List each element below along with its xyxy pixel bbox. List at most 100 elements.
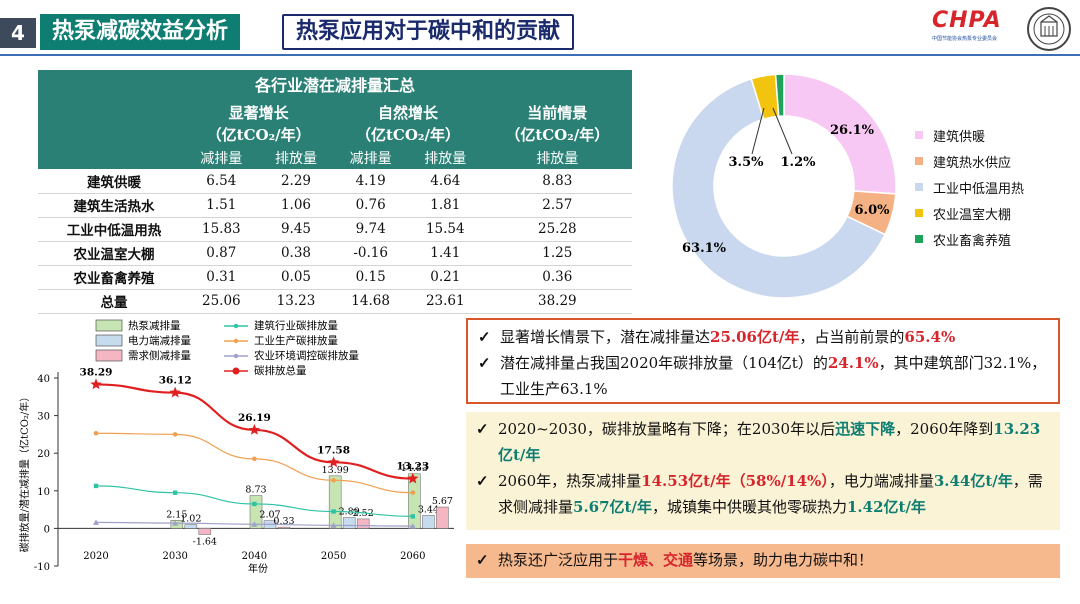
star-marker (327, 456, 340, 468)
legend-marker (232, 367, 240, 375)
bar-data-label: 5.67 (432, 496, 453, 507)
bar (436, 506, 449, 529)
star-marker (248, 423, 261, 435)
star-marker (90, 378, 102, 390)
square-marker (252, 501, 257, 507)
legend-swatch (95, 319, 123, 332)
bullet-share-2020: ✓ 潜在减排量占我国2020年碳排放量（104亿t）的24.1%，其中建筑部门32… (478, 350, 1048, 402)
y-tick-label: 0 (44, 524, 50, 535)
university-seal-icon (1027, 7, 1071, 51)
line-data-label: 13.23 (396, 461, 429, 473)
check-icon: ✓ (478, 354, 491, 372)
legend-marker (233, 353, 239, 359)
legend-label: 电力端减排量 (128, 334, 191, 347)
table-cell: 4.64 (407, 169, 483, 194)
donut-label: 26.1% (830, 123, 875, 138)
donut-label: 6.0% (855, 203, 891, 218)
line-data-label: 36.12 (159, 375, 192, 387)
legend-label: 建筑供暖 (933, 129, 986, 145)
legend-swatch (915, 209, 923, 217)
table-row: 建筑供暖 6.54 2.29 4.19 4.64 8.83 (38, 169, 632, 194)
table-cell: 0.38 (258, 241, 334, 266)
check-icon: ✓ (476, 551, 489, 569)
bar (342, 517, 356, 529)
circle-marker (252, 456, 257, 462)
table-cell: 1.51 (184, 193, 259, 218)
sub-header: 减排量 (333, 146, 408, 169)
table-row: 工业中低温用热 15.83 9.45 9.74 15.54 25.28 (38, 217, 632, 242)
table-cell: 6.54 (184, 169, 259, 194)
triangle-marker (409, 523, 416, 529)
donut-label: 63.1% (682, 241, 727, 256)
triangle-marker (251, 521, 258, 527)
bullet-applications: ✓ 热泵还广泛应用于干燥、交通等场景，助力电力碳中和！ (476, 547, 1050, 573)
circle-marker (410, 490, 416, 495)
legend-item: 建筑热水供应 (915, 148, 1024, 174)
table-cell: 9.74 (333, 217, 408, 242)
legend-label: 工业中低温用热 (933, 181, 1025, 197)
square-marker (173, 490, 178, 495)
y-tick-label: -10 (34, 562, 50, 573)
triangle-marker (172, 520, 179, 526)
check-icon: ✓ (476, 472, 489, 490)
legend-label: 农业畜禽养殖 (933, 233, 1012, 249)
table-cell: 23.61 (407, 289, 483, 314)
donut-slice (671, 77, 886, 299)
table-cell: -0.16 (333, 241, 408, 266)
bar (198, 528, 212, 535)
table-cell: 2.57 (482, 193, 632, 218)
bar-data-label: 13.99 (322, 465, 349, 476)
bar-data-label: 3.44 (418, 504, 439, 515)
table-row: 农业畜禽养殖 0.31 0.05 0.15 0.21 0.36 (38, 265, 632, 290)
legend-swatch (95, 349, 123, 362)
chpa-logo: CHPA 中国节能协会热泵专业委员会 (932, 8, 1022, 52)
table-cell: 9.45 (258, 217, 334, 242)
sub-header: 减排量 (184, 146, 259, 169)
group-header-current: 当前情景 （亿tCO₂/年） (482, 102, 632, 146)
row-label: 建筑供暖 (38, 169, 184, 194)
table-cell: 25.06 (184, 289, 259, 314)
circle-marker (331, 477, 336, 483)
bar (328, 475, 342, 529)
bar-data-label: 2.15 (166, 509, 187, 520)
table-cell: 1.25 (482, 241, 632, 266)
table-cell: 1.41 (407, 241, 483, 266)
legend-swatch (915, 235, 923, 243)
section-title: 热泵减碳效益分析 (40, 14, 241, 50)
row-label: 建筑生活热水 (38, 193, 184, 218)
square-marker (93, 483, 99, 489)
table-row: 农业温室大棚 0.87 0.38 -0.16 1.41 1.25 (38, 241, 632, 266)
group-header-natural: 自然增长 （亿tCO₂/年） (333, 102, 483, 146)
bullet-trend: ✓ 2020~2030，碳排放量略有下降；在2030年以后迅速下降，2060年降到… (476, 416, 1050, 468)
legend-label: 建筑行业碳排放量 (254, 319, 338, 332)
triangle-marker (330, 522, 337, 528)
table-row: 建筑生活热水 1.51 1.06 0.76 1.81 2.57 (38, 193, 632, 218)
y-tick-label: 30 (37, 412, 50, 423)
y-tick-label: 10 (37, 487, 50, 498)
bar-data-label: 1.02 (180, 514, 201, 525)
legend-item: 工业中低温用热 (915, 174, 1024, 200)
group-header-significant: 显著增长 （亿tCO₂/年） (184, 102, 334, 146)
star-marker (169, 386, 181, 398)
leader-line (772, 107, 793, 155)
legend-label: 需求侧减排量 (128, 349, 191, 362)
star-marker (407, 472, 419, 484)
x-tick-label: 2050 (321, 551, 346, 562)
bar-data-label: 8.73 (245, 485, 266, 496)
row-label: 农业温室大棚 (38, 241, 184, 266)
x-tick-label: 2020 (83, 551, 108, 562)
leader-line (751, 107, 765, 155)
summary-box-applications: ✓ 热泵还广泛应用于干燥、交通等场景，助力电力碳中和！ (466, 544, 1060, 578)
page-title: 热泵应用对于碳中和的贡献 (282, 14, 575, 50)
sub-header: 排放量 (482, 146, 632, 169)
table-cell: 8.83 (482, 169, 632, 194)
bar (277, 526, 291, 529)
y-tick-label: 20 (37, 449, 50, 460)
legend-label: 建筑热水供应 (933, 155, 1012, 171)
table-cell: 38.29 (482, 289, 632, 314)
x-tick-label: 2030 (162, 551, 187, 562)
circle-marker (93, 430, 99, 436)
square-marker (331, 509, 336, 514)
bullet-potential-reduction: ✓ 显著增长情景下，潜在减排量达25.06亿t/年，占当前前景的65.4% (478, 324, 1048, 350)
